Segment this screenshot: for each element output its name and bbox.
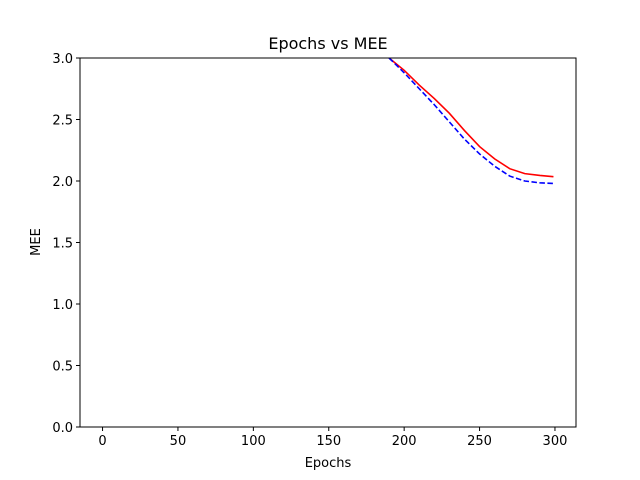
x-tick-label: 100 [241, 434, 266, 449]
x-tick-label: 150 [316, 434, 341, 449]
y-tick-label: 1.5 [52, 237, 73, 252]
line-series [388, 58, 554, 185]
x-tick-label: 50 [170, 434, 187, 449]
chart-title: Epochs vs MEE [268, 34, 387, 53]
y-tick-label: 2.5 [52, 114, 73, 129]
line-series [388, 58, 554, 178]
y-tick-label: 0.5 [52, 360, 73, 375]
x-tick-label: 0 [98, 434, 106, 449]
x-axis-label: Epochs [305, 456, 352, 471]
x-tick-label: 250 [467, 434, 492, 449]
plot-area [388, 58, 554, 185]
x-tick-label: 200 [392, 434, 417, 449]
y-tick-label: 2.0 [52, 175, 73, 190]
x-tick-label: 300 [543, 434, 568, 449]
y-tick-label: 1.0 [52, 298, 73, 313]
y-tick-label: 0.0 [52, 421, 73, 436]
y-tick-label: 3.0 [52, 52, 73, 67]
y-axis-label: MEE [29, 228, 44, 256]
plot-frame [79, 57, 577, 428]
